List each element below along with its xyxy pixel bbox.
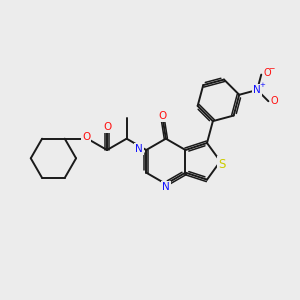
Text: N: N xyxy=(253,85,261,95)
Text: N: N xyxy=(135,144,143,154)
Text: N: N xyxy=(162,182,170,192)
Text: O: O xyxy=(158,111,166,121)
Text: O: O xyxy=(271,96,278,106)
Text: S: S xyxy=(218,158,225,170)
Text: +: + xyxy=(259,82,265,88)
Text: O: O xyxy=(263,68,271,79)
Text: −: − xyxy=(268,64,274,74)
Text: O: O xyxy=(82,132,90,142)
Text: O: O xyxy=(103,122,111,132)
